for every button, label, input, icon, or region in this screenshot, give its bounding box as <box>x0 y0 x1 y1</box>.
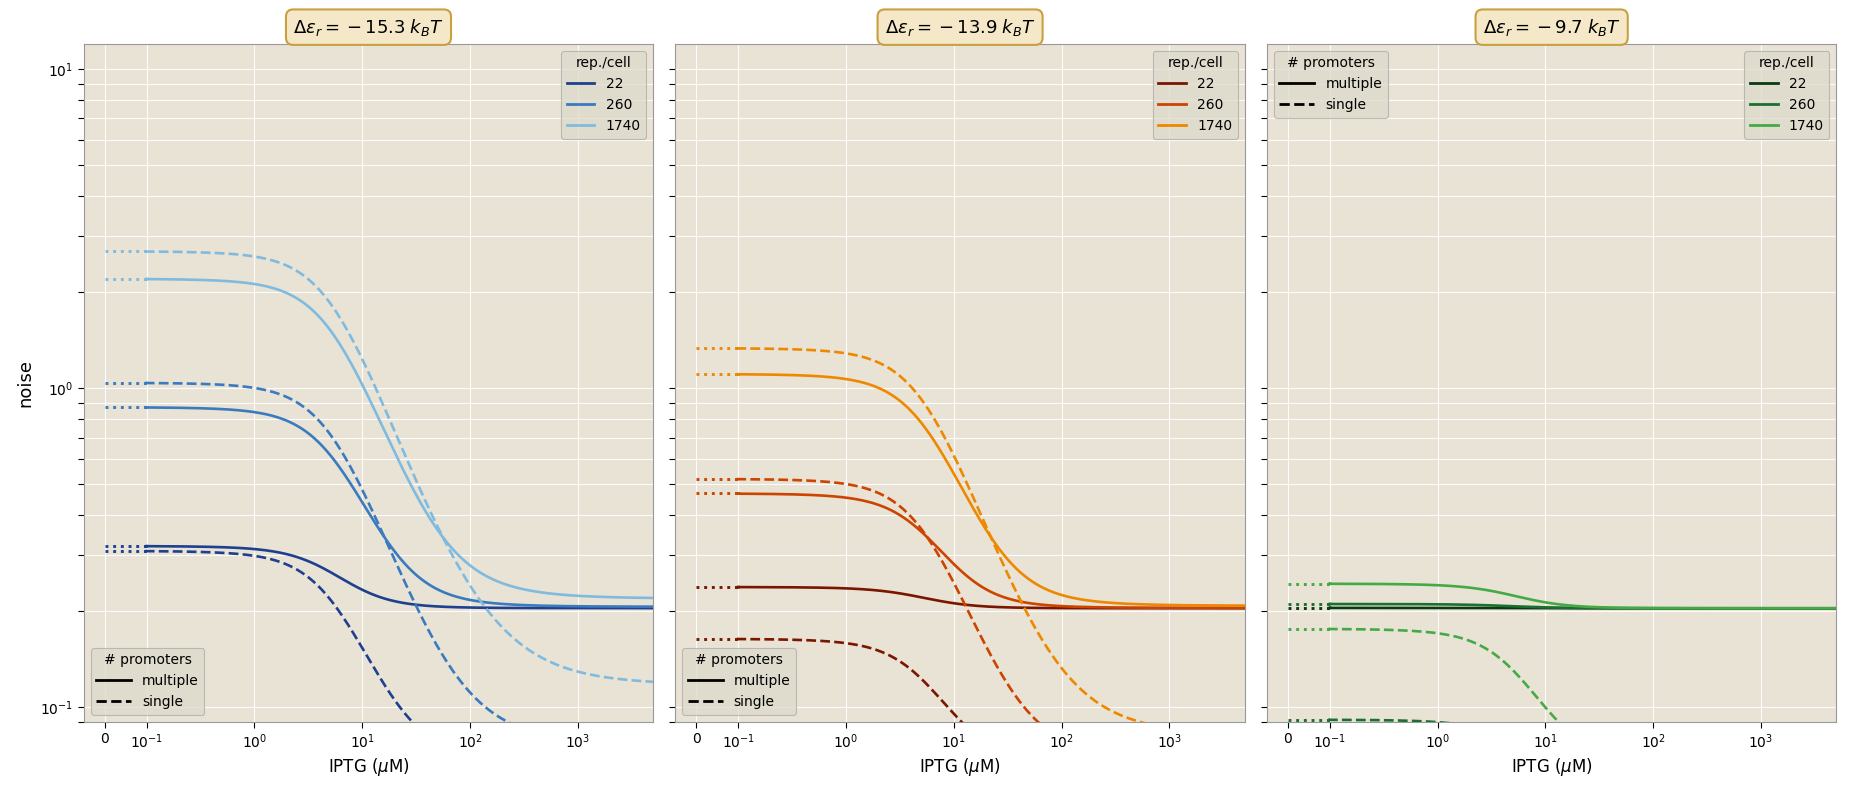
Title: $\Delta\varepsilon_r = -9.7\; k_BT$: $\Delta\varepsilon_r = -9.7\; k_BT$ <box>1482 17 1621 37</box>
X-axis label: IPTG ($\mu$M): IPTG ($\mu$M) <box>919 756 1001 778</box>
Title: $\Delta\varepsilon_r = -13.9\; k_BT$: $\Delta\varepsilon_r = -13.9\; k_BT$ <box>884 17 1036 37</box>
X-axis label: IPTG ($\mu$M): IPTG ($\mu$M) <box>328 756 410 778</box>
Legend: multiple, single: multiple, single <box>682 648 797 715</box>
X-axis label: IPTG ($\mu$M): IPTG ($\mu$M) <box>1510 756 1592 778</box>
Title: $\Delta\varepsilon_r = -15.3\; k_BT$: $\Delta\varepsilon_r = -15.3\; k_BT$ <box>293 17 445 37</box>
Legend: multiple, single: multiple, single <box>91 648 204 715</box>
Legend: multiple, single: multiple, single <box>1273 51 1388 118</box>
Y-axis label: noise: noise <box>17 359 35 407</box>
